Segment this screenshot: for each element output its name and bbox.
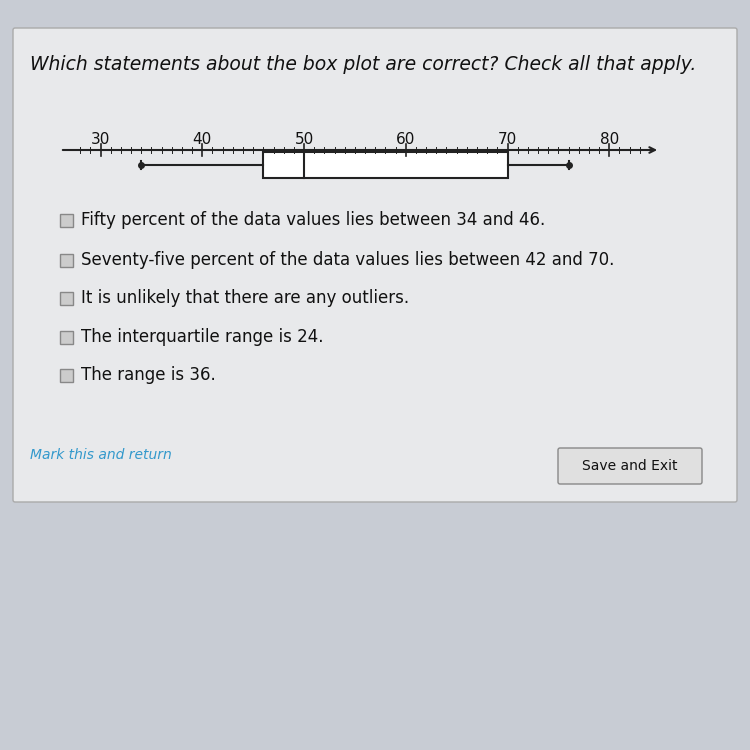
- Bar: [60, 214, 73, 226]
- Text: Which statements about the box plot are correct? Check all that apply.: Which statements about the box plot are …: [30, 55, 696, 74]
- Text: Fifty percent of the data values lies between 34 and 46.: Fifty percent of the data values lies be…: [81, 211, 545, 229]
- Bar: [60, 254, 73, 266]
- Bar: [263, 152, 508, 178]
- Text: 40: 40: [193, 132, 212, 147]
- Text: It is unlikely that there are any outliers.: It is unlikely that there are any outlie…: [81, 289, 410, 307]
- Text: 60: 60: [396, 132, 416, 147]
- Bar: [60, 331, 73, 344]
- FancyBboxPatch shape: [13, 28, 737, 502]
- Text: The interquartile range is 24.: The interquartile range is 24.: [81, 328, 323, 346]
- Bar: [60, 292, 73, 304]
- Text: 50: 50: [295, 132, 314, 147]
- Text: The range is 36.: The range is 36.: [81, 366, 216, 384]
- Bar: [60, 368, 73, 382]
- Text: 70: 70: [498, 132, 517, 147]
- Text: Seventy-five percent of the data values lies between 42 and 70.: Seventy-five percent of the data values …: [81, 251, 614, 269]
- Text: 30: 30: [91, 132, 110, 147]
- Text: 80: 80: [600, 132, 619, 147]
- Text: Mark this and return: Mark this and return: [30, 448, 172, 462]
- Text: Save and Exit: Save and Exit: [582, 459, 678, 473]
- FancyBboxPatch shape: [558, 448, 702, 484]
